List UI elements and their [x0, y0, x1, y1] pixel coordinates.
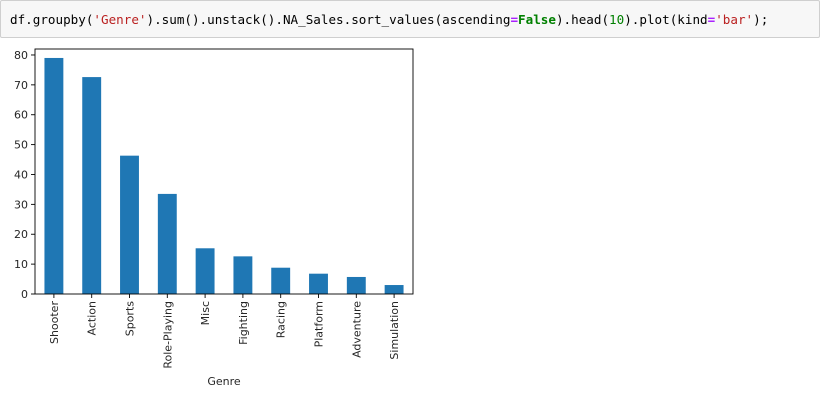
code-token: =: [510, 12, 519, 27]
y-tick-label: 40: [14, 168, 28, 181]
code-token: False: [518, 12, 556, 27]
bar-chart: 0 10 20 30 40 50 60 70 80 Shooter Action Sports Rol…: [14, 48, 414, 388]
bar-sports: [120, 155, 139, 294]
x-tick-label: Action: [86, 301, 99, 335]
code-token: ).sum().unstack().NA_Sales.sort_values(a…: [146, 12, 511, 27]
x-tick-label: Misc: [199, 301, 212, 325]
y-tick-label: 10: [14, 258, 28, 271]
bar-fighting: [233, 256, 253, 294]
y-axis: 0 10 20 30 40 50 60 70 80: [14, 49, 35, 301]
x-tick-label: Racing: [275, 301, 288, 338]
x-tick-label: Platform: [313, 301, 326, 347]
code-token: =: [707, 12, 716, 27]
bar-action: [82, 77, 102, 295]
x-tick-label: Adventure: [350, 301, 363, 358]
code-token: 10: [609, 12, 625, 27]
bars-group: [44, 57, 404, 295]
y-tick-label: 60: [14, 109, 28, 122]
code-input-line[interactable]: df.groupby('Genre').sum().unstack().NA_S…: [10, 12, 768, 28]
x-axis: Shooter Action Sports Role-Playing Misc Fight…: [48, 294, 401, 369]
bar-platform: [309, 273, 328, 294]
code-token: df.groupby(: [10, 12, 94, 27]
y-tick-label: 70: [14, 79, 28, 92]
x-tick-label: Shooter: [48, 301, 61, 344]
code-token: 'Genre': [93, 12, 147, 27]
y-tick-label: 0: [21, 288, 28, 301]
plot-frame: [34, 48, 414, 295]
y-tick-label: 20: [14, 228, 28, 241]
bar-shooter: [44, 57, 64, 295]
x-tick-label: Sports: [124, 301, 137, 337]
code-token: 'bar': [715, 12, 754, 27]
x-tick-label: Fighting: [237, 301, 250, 345]
x-axis-label: Genre: [207, 375, 241, 388]
code-token: ).head(: [555, 12, 610, 27]
bar-role-playing: [157, 193, 177, 294]
y-tick-label: 80: [14, 49, 28, 62]
code-cell[interactable]: df.groupby('Genre').sum().unstack().NA_S…: [0, 0, 820, 38]
y-tick-label: 30: [14, 198, 28, 211]
output-area: 0 10 20 30 40 50 60 70 80 Shooter Action Sports Rol…: [0, 40, 822, 404]
bar-racing: [271, 267, 291, 294]
bar-adventure: [346, 276, 366, 294]
code-token: );: [753, 12, 769, 27]
bar-simulation: [384, 285, 404, 294]
x-tick-label: Simulation: [388, 301, 401, 360]
x-tick-label: Role-Playing: [161, 301, 174, 369]
bar-misc: [195, 248, 215, 294]
y-tick-label: 50: [14, 139, 28, 152]
code-token: ).plot(kind: [624, 12, 708, 27]
